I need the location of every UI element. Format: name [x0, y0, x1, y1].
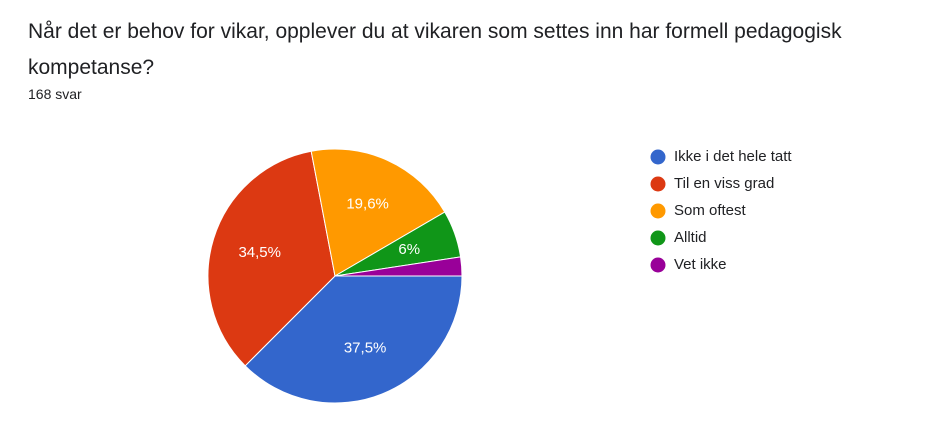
pie-slice: [334, 256, 463, 277]
pie-slice: [310, 148, 446, 277]
slice-label: 19,6%: [346, 195, 389, 212]
legend-swatch: [650, 176, 666, 192]
pie-slice: [244, 275, 463, 404]
legend-label: Til en viss grad: [674, 175, 774, 192]
response-count: 168 svar: [28, 86, 82, 102]
slice-label: 37,5%: [344, 340, 387, 357]
legend-label: Vet ikke: [674, 256, 727, 273]
legend-label: Som oftest: [674, 202, 747, 219]
legend-swatch: [650, 203, 666, 219]
slice-label: 6%: [398, 241, 420, 258]
legend-swatch: [650, 257, 666, 273]
slice-label: 34,5%: [238, 244, 281, 261]
legend-swatch: [650, 149, 666, 165]
legend-label: Alltid: [674, 229, 707, 246]
pie-slice: [207, 150, 336, 367]
legend-label: Ikke i det hele tatt: [674, 148, 792, 165]
chart-title: Når det er behov for vikar, opplever du …: [28, 20, 842, 79]
legend-swatch: [650, 230, 666, 246]
